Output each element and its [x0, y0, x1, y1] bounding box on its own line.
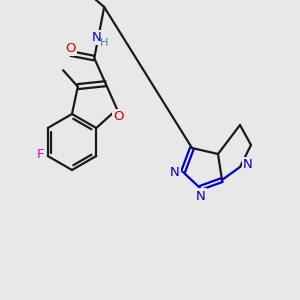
Text: N: N — [196, 190, 206, 202]
Text: N: N — [243, 158, 253, 172]
Text: N: N — [92, 31, 101, 44]
Text: N: N — [170, 166, 180, 178]
Text: O: O — [113, 110, 123, 123]
Text: F: F — [37, 148, 44, 161]
Text: O: O — [65, 42, 76, 55]
Text: H: H — [100, 38, 108, 48]
